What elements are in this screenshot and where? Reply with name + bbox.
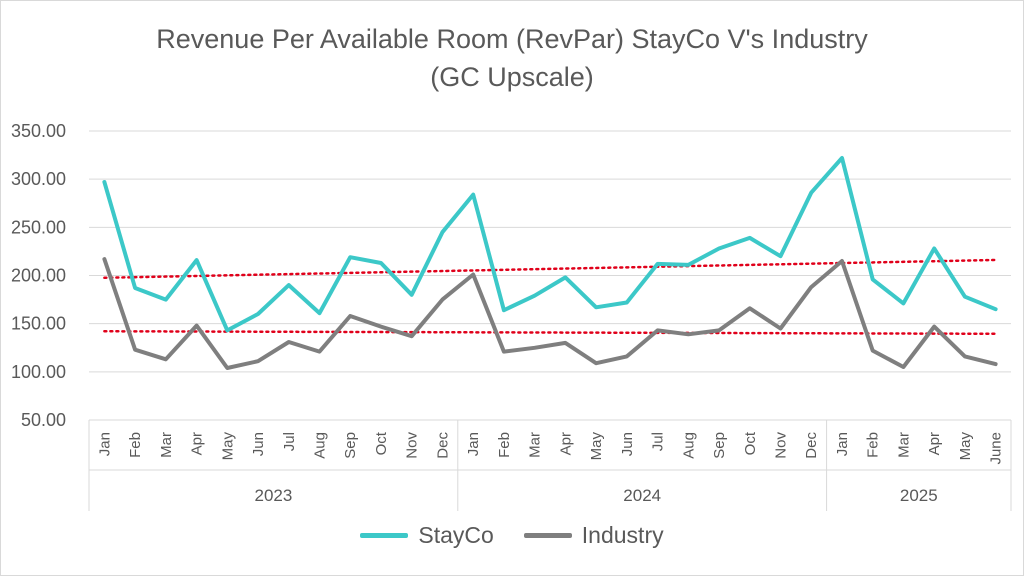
y-tick-label: 200.00 xyxy=(11,266,66,286)
year-label: 2024 xyxy=(623,486,661,505)
legend-item-stayco: StayCo xyxy=(360,522,494,549)
legend-label-industry: Industry xyxy=(581,522,664,548)
legend-label-stayco: StayCo xyxy=(418,522,494,548)
legend-swatch-stayco xyxy=(360,533,409,538)
y-tick-label: 250.00 xyxy=(11,217,66,237)
x-tick-label: Nov xyxy=(404,432,421,459)
legend-item-industry: Industry xyxy=(523,522,664,549)
x-tick-label: Apr xyxy=(557,432,574,455)
x-tick-label: Apr xyxy=(926,432,943,455)
series-line-stayco xyxy=(102,156,998,333)
x-tick-label: Oct xyxy=(373,431,390,455)
x-tick-label: Feb xyxy=(496,432,513,458)
legend: StayCo Industry xyxy=(0,522,1024,549)
y-tick-label: 150.00 xyxy=(11,314,66,334)
x-tick-label: Oct xyxy=(742,431,759,455)
x-tick-label: Jun xyxy=(250,432,267,456)
y-tick-label: 50.00 xyxy=(21,410,66,430)
trendline-stayco xyxy=(103,258,997,280)
x-tick-label: Dec xyxy=(803,432,820,459)
y-tick-label: 100.00 xyxy=(11,362,66,382)
series-line-industry xyxy=(102,257,998,370)
x-tick-label: Mar xyxy=(158,432,175,458)
x-tick-label: Mar xyxy=(895,432,912,458)
x-tick-label: Jul xyxy=(281,432,298,451)
x-tick-label: Aug xyxy=(680,432,697,459)
chart-title: Revenue Per Available Room (RevPar) Stay… xyxy=(156,24,868,54)
x-tick-label: May xyxy=(957,432,974,461)
x-tick-label: May xyxy=(219,432,236,461)
chart-subtitle: (GC Upscale) xyxy=(430,62,594,92)
x-tick-label: Feb xyxy=(865,432,882,458)
y-tick-label: 300.00 xyxy=(11,169,66,189)
y-tick-label: 350.00 xyxy=(11,121,66,141)
x-tick-label: Mar xyxy=(527,432,544,458)
x-tick-label: Apr xyxy=(189,432,206,455)
year-label: 2023 xyxy=(254,486,292,505)
year-label: 2025 xyxy=(900,486,938,505)
x-tick-label: Jun xyxy=(619,432,636,456)
x-tick-label: Jan xyxy=(96,432,113,456)
x-tick-label: Feb xyxy=(127,432,144,458)
x-tick-label: Nov xyxy=(773,432,790,459)
x-tick-label: May xyxy=(588,432,605,461)
legend-swatch-industry xyxy=(523,533,572,538)
trendline-industry xyxy=(103,330,997,336)
x-tick-label: Jan xyxy=(834,432,851,456)
x-tick-label: Jul xyxy=(650,432,667,451)
x-tick-label: Jan xyxy=(465,432,482,456)
x-tick-label: June xyxy=(988,432,1005,465)
x-tick-label: Dec xyxy=(434,432,451,459)
x-tick-label: Sep xyxy=(711,432,728,459)
x-tick-label: Sep xyxy=(342,432,359,459)
x-tick-label: Aug xyxy=(312,432,329,459)
